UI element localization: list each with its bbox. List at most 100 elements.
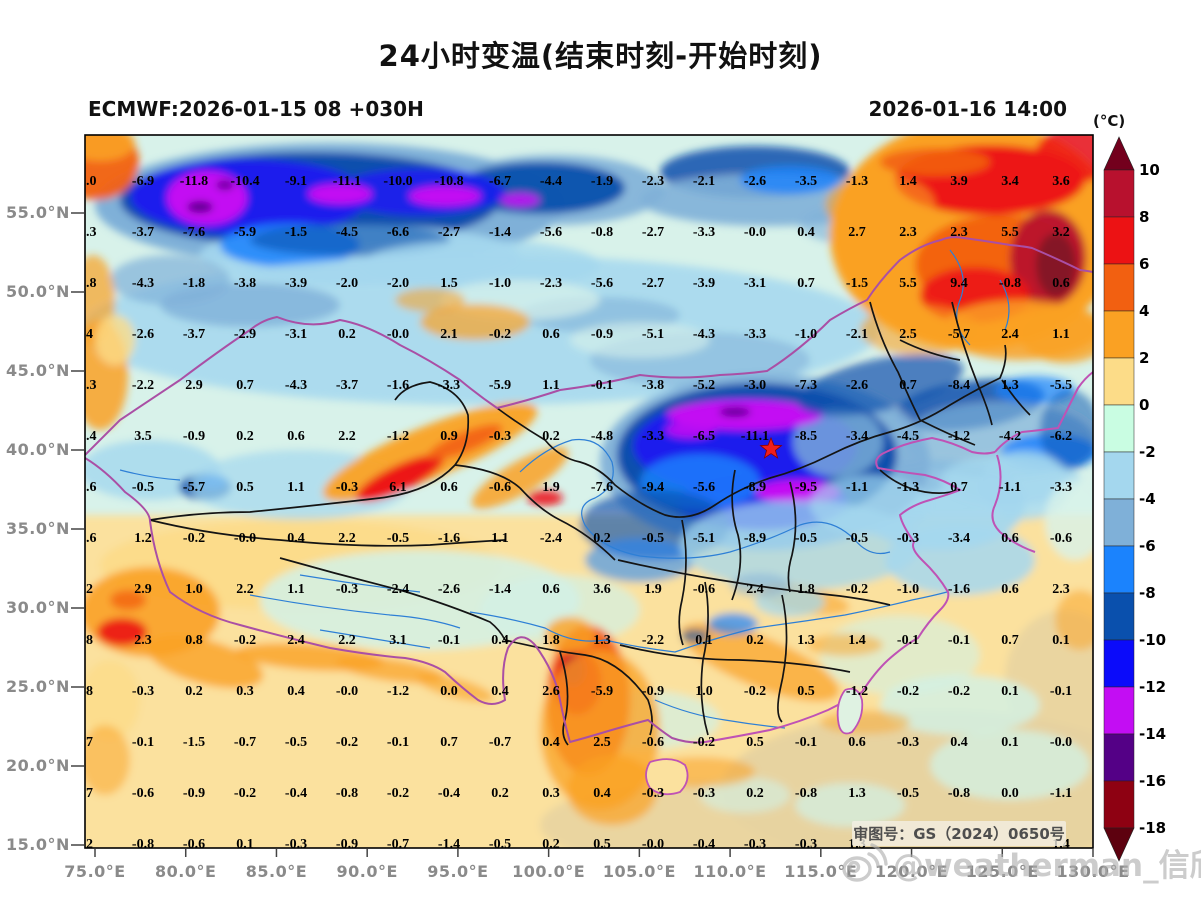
lon-label: 105.0°E xyxy=(602,862,676,881)
grid-value: 2.9 xyxy=(185,378,203,393)
grid-value: -0.8 xyxy=(948,786,970,801)
grid-value: 3.6 xyxy=(593,582,611,597)
grid-value: -0.0 xyxy=(642,837,664,852)
grid-value: 4 xyxy=(86,327,93,342)
grid-value: -3.3 xyxy=(642,429,664,444)
grid-value: -3.1 xyxy=(744,276,766,291)
grid-value: 1.0 xyxy=(185,582,203,597)
province-border xyxy=(279,557,506,641)
lon-label: 95.0°E xyxy=(427,862,489,881)
province-border xyxy=(678,519,687,646)
colorbar-tick-label: -6 xyxy=(1139,537,1156,555)
grid-value: -1.5 xyxy=(285,225,307,240)
grid-value: 2.5 xyxy=(899,327,917,342)
grid-value: 0.4 xyxy=(950,735,968,750)
grid-value: 2.5 xyxy=(593,735,611,750)
grid-value: -1.3 xyxy=(846,174,868,189)
colorbar-tick-label: -8 xyxy=(1139,584,1156,602)
river-line xyxy=(119,469,181,481)
grid-value: 0.4 xyxy=(287,531,305,546)
grid-value: -5.1 xyxy=(642,327,664,342)
grid-value: 0.4 xyxy=(287,684,305,699)
grid-value: .8 xyxy=(86,276,97,291)
weibo-logo-icon xyxy=(842,842,888,882)
grid-value: 0.6 xyxy=(542,327,560,342)
grid-value: -11.8 xyxy=(180,174,208,189)
grid-value: -0.5 xyxy=(285,735,307,750)
grid-value: -0.3 xyxy=(132,684,154,699)
grid-value: 0.7 xyxy=(440,735,458,750)
map-frame xyxy=(84,134,1094,849)
grid-value: 2.6 xyxy=(542,684,560,699)
grid-value: -3.7 xyxy=(183,327,205,342)
grid-value: 0.1 xyxy=(1001,684,1019,699)
grid-value: -0.2 xyxy=(183,531,205,546)
grid-value: -5.7 xyxy=(948,327,970,342)
grid-value: 8 xyxy=(86,684,93,699)
coastline xyxy=(991,454,1036,553)
grid-value: 0.9 xyxy=(440,429,458,444)
grid-value: -1.5 xyxy=(183,735,205,750)
river-line xyxy=(299,574,421,593)
grid-value: -10.8 xyxy=(434,174,463,189)
grid-value: -2.1 xyxy=(693,174,715,189)
grid-value: -0.6 xyxy=(183,837,205,852)
grid-value: -0.6 xyxy=(489,480,511,495)
grid-value: 0.2 xyxy=(185,684,203,699)
grid-value: -1.0 xyxy=(897,582,919,597)
grid-value: -3.1 xyxy=(285,327,307,342)
grid-value: -11.1 xyxy=(333,174,361,189)
grid-value: -1.4 xyxy=(489,582,511,597)
grid-value: -0.3 xyxy=(336,582,358,597)
grid-value: 0.3 xyxy=(542,786,560,801)
grid-value: -0.9 xyxy=(591,327,613,342)
grid-value: -2.6 xyxy=(438,582,460,597)
grid-value: 0.2 xyxy=(338,327,356,342)
province-border xyxy=(149,519,506,547)
province-border xyxy=(1001,379,1031,416)
grid-value: -0.8 xyxy=(132,837,154,852)
grid-value: 0.0 xyxy=(440,684,458,699)
grid-value: -11.1 xyxy=(741,429,769,444)
colorbar-tick-label: -4 xyxy=(1139,490,1156,508)
grid-value: -5.9 xyxy=(591,684,613,699)
grid-value: -1.2 xyxy=(948,429,970,444)
grid-value: 2.2 xyxy=(236,582,254,597)
river-line xyxy=(519,438,891,559)
grid-value: -5.1 xyxy=(693,531,715,546)
grid-value: -0.1 xyxy=(591,378,613,393)
grid-value: 0.5 xyxy=(236,480,254,495)
grid-value: 3.9 xyxy=(950,174,968,189)
coastline xyxy=(994,371,1093,453)
grid-value: -4.3 xyxy=(693,327,715,342)
grid-value: -0.2 xyxy=(234,633,256,648)
grid-value: 1.3 xyxy=(848,786,866,801)
province-border xyxy=(731,469,742,601)
grid-value: -0.6 xyxy=(642,735,664,750)
grid-value: -5.5 xyxy=(1050,378,1072,393)
grid-value: -7.6 xyxy=(591,480,613,495)
grid-value: -0.3 xyxy=(336,480,358,495)
grid-value: 0.7 xyxy=(236,378,254,393)
grid-value: -0.6 xyxy=(132,786,154,801)
grid-value: -0.6 xyxy=(693,582,715,597)
grid-value: -0.8 xyxy=(591,225,613,240)
lon-label: 120.0°E xyxy=(875,862,949,881)
grid-value: 1.1 xyxy=(542,378,560,393)
grid-value: 1.9 xyxy=(644,582,662,597)
beijing-star-icon xyxy=(759,436,783,459)
grid-value: -6.5 xyxy=(693,429,715,444)
grid-value: 0.1 xyxy=(236,837,254,852)
colorbar-segment xyxy=(1103,498,1135,547)
grid-value: -5.9 xyxy=(234,225,256,240)
grid-value: -0.2 xyxy=(948,684,970,699)
model-run-label: ECMWF:2026-01-15 08 +030H xyxy=(88,97,424,121)
grid-value: -1.5 xyxy=(846,276,868,291)
grid-value: -0.1 xyxy=(438,633,460,648)
lon-label: 130.0°E xyxy=(1056,862,1130,881)
colorbar-segment xyxy=(1103,733,1135,782)
grid-value: -2.9 xyxy=(234,327,256,342)
grid-value: 3.6 xyxy=(1052,174,1070,189)
axis-ticks xyxy=(71,212,1094,857)
grid-value: -3.8 xyxy=(642,378,664,393)
